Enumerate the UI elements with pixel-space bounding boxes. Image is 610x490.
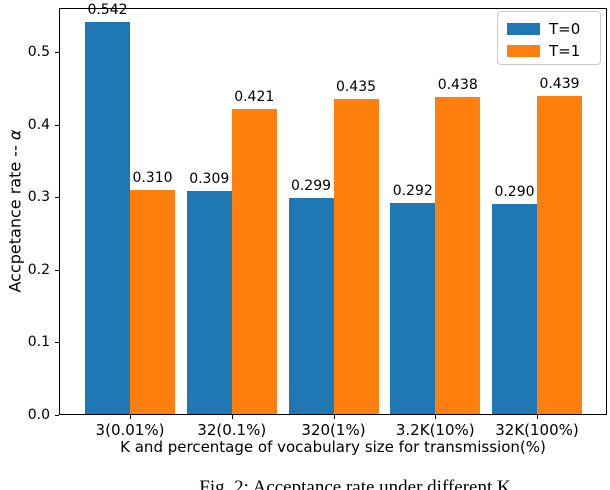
legend-entry-t1: T=1 (507, 42, 580, 60)
bar-T=0-3.2K(10%) (390, 203, 436, 415)
bar-value-label: 0.439 (539, 76, 580, 93)
bar-T=1-3.2K(10%) (435, 97, 481, 415)
y-tick-label: 0.3 (27, 189, 50, 206)
y-tick-mark (55, 342, 59, 344)
bar-value-label: 0.542 (87, 1, 128, 18)
y-tick-label: 0.2 (27, 261, 50, 278)
figure-caption: Fig. 2: Acceptance rate under different … (199, 477, 511, 490)
bar-T=0-32(0.1%) (186, 190, 232, 415)
y-tick-mark (55, 197, 59, 199)
bar-value-label: 0.310 (132, 169, 173, 186)
x-tick-mark (435, 415, 437, 419)
legend-entry-t0: T=0 (507, 20, 580, 38)
legend-swatch-t0 (507, 23, 540, 35)
x-tick-mark (333, 415, 335, 419)
x-tick-mark (231, 415, 233, 419)
x-tick-label: 320(1%) (301, 421, 366, 439)
x-tick-label: 32K(100%) (495, 421, 579, 439)
bar-T=1-32(0.1%) (231, 109, 277, 415)
bar-T=1-320(1%) (333, 99, 379, 415)
bar-T=0-3(0.01%) (85, 21, 130, 415)
bar-value-label: 0.438 (437, 77, 478, 93)
x-tick-label: 3.2K(10%) (395, 421, 475, 439)
y-tick-label: 0.0 (27, 407, 50, 423)
bar-value-label: 0.421 (234, 89, 275, 106)
bar-T=1-3(0.01%) (130, 189, 175, 415)
y-tick-label: 0.1 (27, 334, 50, 351)
y-tick-mark (55, 269, 59, 271)
y-tick-label: 0.4 (27, 116, 50, 133)
y-tick-label: 0.5 (27, 43, 50, 60)
bar-value-label: 0.435 (335, 79, 377, 96)
bar-value-label: 0.290 (494, 184, 535, 201)
bar-T=0-32K(100%) (492, 204, 537, 415)
x-axis-label: K and percentage of vocabulary size for … (120, 438, 546, 456)
plot-area (59, 8, 607, 415)
legend-swatch-t1 (507, 45, 540, 57)
x-tick-label: 3(0.01%) (95, 421, 165, 439)
bar-value-label: 0.309 (189, 170, 230, 187)
legend-label-t0: T=0 (549, 20, 581, 38)
x-tick-mark (537, 415, 538, 419)
bar-T=0-320(1%) (288, 197, 334, 415)
y-axis-label: Accpetance rate -- α (6, 130, 25, 293)
bar-value-label: 0.299 (290, 177, 332, 194)
x-tick-label: 32(0.1%) (197, 421, 267, 439)
legend-label-t1: T=1 (549, 42, 581, 60)
x-tick-mark (130, 415, 131, 419)
alpha-symbol: α (5, 129, 25, 141)
y-axis-label-text: Accpetance rate -- (5, 140, 25, 293)
y-tick-mark (55, 124, 59, 126)
bar-T=1-32K(100%) (537, 96, 582, 415)
bar-value-label: 0.292 (392, 183, 433, 199)
legend: T=0 T=1 (497, 11, 601, 65)
y-tick-mark (55, 51, 59, 53)
y-tick-mark (55, 415, 59, 416)
